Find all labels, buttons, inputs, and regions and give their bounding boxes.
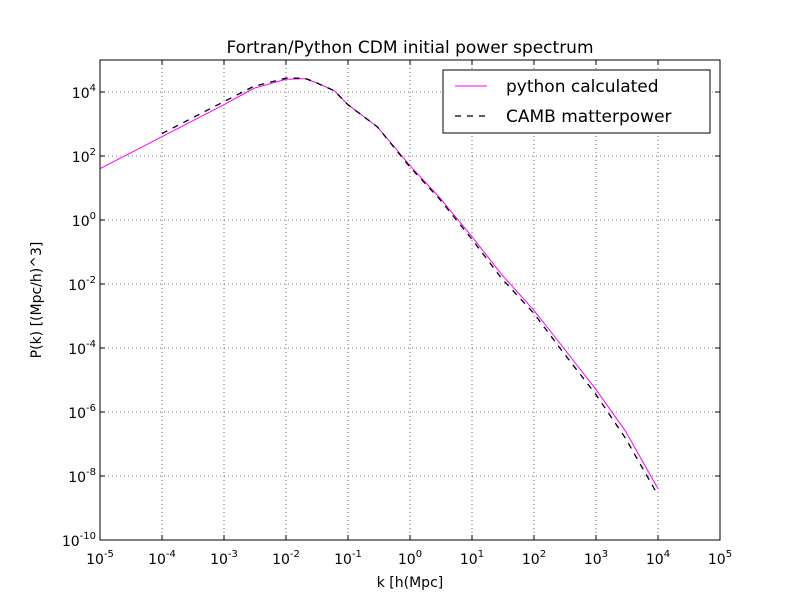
y-tick-label: 10-4 (68, 339, 96, 358)
series-line-python-calculated (99, 78, 659, 489)
x-tick-label: 10-3 (210, 549, 238, 568)
x-tick-label: 105 (708, 549, 732, 568)
legend-box (442, 69, 711, 134)
x-tick-label: 101 (460, 549, 484, 568)
y-axis-label: P(k) [(Mpc/h)^3] (29, 242, 45, 359)
x-tick-label: 10-4 (148, 549, 176, 568)
x-tick-label: 10-1 (334, 549, 362, 568)
series-line-camb-matterpower (161, 77, 659, 496)
chart-title: Fortran/Python CDM initial power spectru… (226, 38, 593, 58)
legend-label-camb-matterpower: CAMB matterpower (506, 107, 672, 127)
legend-label-python-calculated: python calculated (506, 77, 659, 97)
legend: python calculated CAMB matterpower (442, 69, 711, 134)
x-axis-label: k [h(Mpc] (377, 575, 443, 591)
y-tick-label: 10-2 (68, 275, 96, 294)
x-tick-label: 10-2 (272, 549, 300, 568)
y-tick-label: 10-6 (68, 403, 96, 422)
y-tick-label: 104 (72, 83, 96, 102)
x-tick-label: 103 (584, 549, 608, 568)
x-tick-label: 100 (398, 549, 422, 568)
y-tick-label: 100 (72, 211, 96, 230)
y-tick-label: 10-8 (68, 467, 96, 486)
y-tick-label: 10-10 (62, 531, 96, 550)
x-tick-label: 102 (522, 549, 546, 568)
x-tick-label: 104 (646, 549, 670, 568)
x-tick-label: 10-5 (86, 549, 114, 568)
y-tick-label: 102 (72, 147, 96, 166)
